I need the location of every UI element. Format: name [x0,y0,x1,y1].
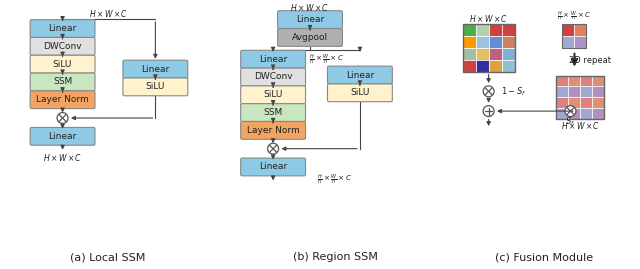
Bar [488,48,502,60]
Bar [463,48,476,60]
Bar [502,60,515,72]
Bar [568,97,580,108]
Circle shape [268,143,278,154]
FancyBboxPatch shape [30,37,95,55]
Text: SSM: SSM [53,77,72,86]
Text: Linear: Linear [49,132,77,141]
Bar [488,60,502,72]
Bar [593,97,604,108]
Bar [557,86,568,97]
Circle shape [565,106,576,116]
Text: (b) Region SSM: (b) Region SSM [292,252,378,263]
Text: SSM: SSM [264,108,283,117]
Bar [502,36,515,48]
Bar [463,24,476,36]
Text: $H \times W \times C$: $H \times W \times C$ [43,152,82,163]
Text: Linear: Linear [49,24,77,33]
Bar [593,108,604,119]
Text: SiLU: SiLU [146,82,165,91]
FancyBboxPatch shape [241,104,305,122]
FancyBboxPatch shape [328,84,392,102]
Text: $1-S_f$: $1-S_f$ [500,85,526,98]
Bar [580,86,593,97]
FancyBboxPatch shape [328,66,392,84]
Text: $H \times W \times C$: $H \times W \times C$ [469,13,508,24]
Text: Linear: Linear [259,55,287,64]
Bar [463,36,476,48]
Text: DWConv: DWConv [44,42,82,51]
Bar [502,24,515,36]
Bar [563,24,586,48]
Bar [568,76,580,86]
Text: $\frac{H}{n} \times \frac{W}{n} \times C$: $\frac{H}{n} \times \frac{W}{n} \times C… [557,9,591,23]
FancyBboxPatch shape [123,78,188,96]
Bar [568,86,580,97]
Text: $S_f$: $S_f$ [565,116,575,128]
Circle shape [57,113,68,123]
FancyBboxPatch shape [278,29,342,46]
Bar [563,36,575,48]
Bar [557,97,568,108]
FancyBboxPatch shape [241,86,305,104]
Bar [476,48,488,60]
Text: Avgpool: Avgpool [292,33,328,42]
Bar [557,108,568,119]
FancyBboxPatch shape [30,55,95,73]
Bar [575,24,586,36]
Bar [502,48,515,60]
FancyBboxPatch shape [30,128,95,145]
Bar [593,86,604,97]
Text: Linear: Linear [141,65,170,74]
Text: (c) Fusion Module: (c) Fusion Module [495,252,593,263]
Bar [580,108,593,119]
Text: Layer Norm: Layer Norm [247,126,300,135]
Text: SiLU: SiLU [53,60,72,69]
FancyBboxPatch shape [241,50,305,68]
FancyBboxPatch shape [30,20,95,37]
Bar [580,97,593,108]
Bar [476,36,488,48]
Bar [488,24,502,36]
Bar [476,24,488,36]
Text: Linear: Linear [346,70,374,80]
FancyBboxPatch shape [123,60,188,78]
Text: $\frac{H}{n} \times \frac{W}{n} \times C$: $\frac{H}{n} \times \frac{W}{n} \times C… [317,172,353,186]
FancyBboxPatch shape [241,68,305,86]
FancyBboxPatch shape [241,122,305,139]
Circle shape [483,106,494,116]
Text: $H \times W \times C$: $H \times W \times C$ [291,2,330,13]
Text: (a) Local SSM: (a) Local SSM [70,252,145,263]
FancyBboxPatch shape [241,158,305,176]
FancyBboxPatch shape [278,11,342,29]
Bar [557,76,604,119]
Circle shape [483,86,494,97]
Text: SiLU: SiLU [350,88,370,97]
Bar [557,76,568,86]
Bar [463,24,515,72]
Text: Layer Norm: Layer Norm [36,95,89,104]
Text: $H \times W \times C$: $H \times W \times C$ [90,8,129,19]
Text: 2D repeat: 2D repeat [570,56,611,65]
Bar [463,60,476,72]
Bar [575,36,586,48]
Text: Linear: Linear [296,15,324,24]
Bar [593,76,604,86]
FancyBboxPatch shape [30,91,95,109]
Bar [488,36,502,48]
FancyBboxPatch shape [30,73,95,91]
Text: Linear: Linear [259,162,287,171]
Bar [580,76,593,86]
Text: DWConv: DWConv [254,72,292,82]
Bar [568,108,580,119]
Bar [563,24,575,36]
Text: $H \times W \times C$: $H \times W \times C$ [561,121,600,132]
Bar [476,60,488,72]
Text: $\frac{H}{n} \times \frac{W}{n} \times C$: $\frac{H}{n} \times \frac{W}{n} \times C… [308,53,344,66]
Text: SiLU: SiLU [264,90,283,99]
